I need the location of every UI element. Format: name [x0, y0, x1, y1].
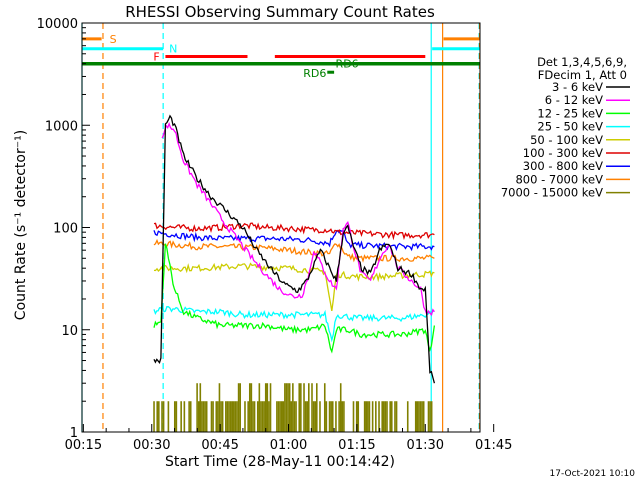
x-tick-label: 01:00	[270, 438, 307, 453]
legend: Det 1,3,4,5,6,9,FDecim 1, Att 03 - 6 keV…	[501, 55, 630, 200]
x-tick-label: 01:30	[407, 438, 444, 453]
series-line-300-800kev	[153, 229, 435, 252]
legend-label: 800 - 7000 keV	[515, 172, 603, 186]
legend-header: FDecim 1, Att 0	[538, 68, 627, 82]
plot-frame	[81, 22, 481, 433]
series-line-12-25kev	[153, 243, 436, 354]
y-axis-label: Count Rate (s⁻¹ detector⁻¹)	[13, 130, 29, 320]
flag-label: N	[169, 43, 177, 56]
x-axis-label: Start Time (28-May-11 00:14:42)	[165, 454, 395, 470]
flag-label: S	[110, 33, 117, 46]
legend-label: 12 - 25 keV	[537, 106, 603, 120]
series-line-800-7000kev	[153, 238, 435, 263]
legend-header: Det 1,3,4,5,6,9,	[537, 55, 627, 69]
y-tick-label: 10	[61, 324, 78, 339]
series-7000-15000kev	[153, 383, 433, 432]
series-line-3-6kev	[153, 114, 436, 384]
plot-area: S NF RD6 RD6	[81, 23, 481, 432]
y-axis: 1 10 100 1000 10000	[37, 17, 90, 441]
timestamp: 17-Oct-2021 10:10	[550, 469, 636, 479]
flag-label: F	[153, 51, 159, 64]
y-tick-label: 1	[70, 426, 78, 441]
y-tick-label: 100	[53, 222, 78, 237]
x-tick-label: 01:15	[338, 438, 375, 453]
series-line-100-300kev	[153, 222, 435, 241]
x-tick-label: 00:30	[133, 438, 170, 453]
legend-label: 25 - 50 keV	[537, 120, 603, 134]
legend-label: 300 - 800 keV	[523, 159, 603, 173]
legend-label: 50 - 100 keV	[530, 133, 603, 147]
legend-label: 100 - 300 keV	[523, 146, 603, 160]
legend-label: 3 - 6 keV	[552, 80, 603, 94]
x-tick-label: 00:15	[65, 438, 102, 453]
legend-label: 6 - 12 keV	[545, 93, 603, 107]
y-tick-label: 1000	[45, 119, 78, 134]
x-tick-label: 01:45	[475, 438, 512, 453]
flag-label: RD6	[336, 58, 359, 71]
chart-title: RHESSI Observing Summary Count Rates	[125, 3, 435, 21]
flag-label: RD6	[303, 67, 326, 80]
x-tick-label: 00:45	[201, 438, 238, 453]
legend-label: 7000 - 15000 keV	[501, 186, 603, 200]
series-line-25-50kev	[153, 304, 435, 343]
x-axis: 00:15 00:30 00:45 01:00 01:15 01:30 01:45	[65, 424, 512, 453]
y-tick-label: 10000	[37, 17, 78, 32]
series-line-6-12kev	[161, 121, 435, 317]
series-line-50-100kev	[153, 262, 435, 312]
